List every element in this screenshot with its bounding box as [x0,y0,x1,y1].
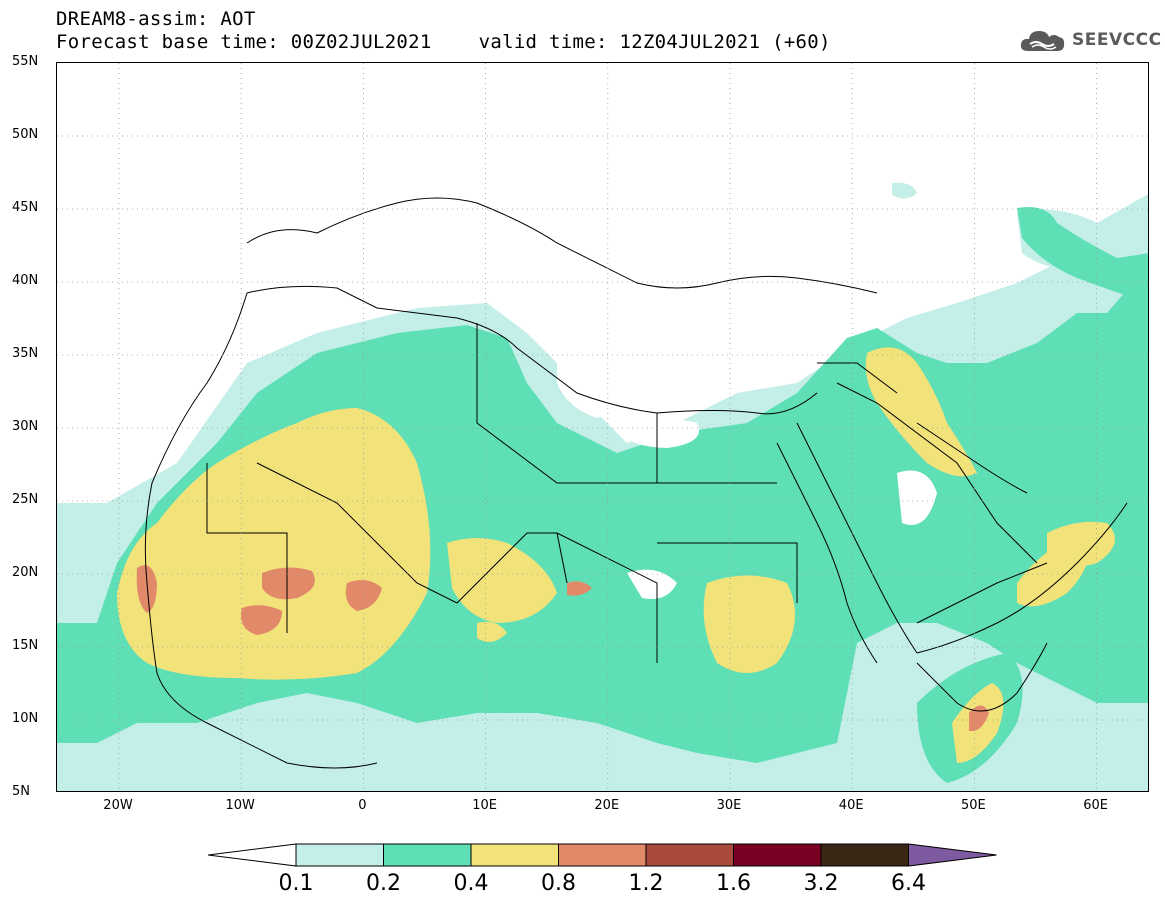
coastline-west-africa [144,292,378,769]
aot-band-0.4-sahara [117,408,431,680]
latitude-label: 20N [12,565,39,580]
colorbar-segment [820,843,909,867]
colorbar-segment [558,843,647,867]
map-canvas [57,63,1148,791]
colorbar-label: 3.2 [803,871,839,896]
longitude-label: 40E [838,798,864,813]
colorbar-segments [208,843,997,867]
clear-area-libya [557,359,624,418]
border-iraq [817,362,898,394]
country-borders [144,197,1128,769]
latitude-label: 25N [12,492,39,507]
latitude-label: 55N [12,54,39,69]
clear-area-egypt [617,418,699,448]
longitude-label: 0 [358,798,367,813]
border-chad [556,532,658,663]
colorbar-label: 0.4 [453,871,489,896]
longitude-label: 60E [1083,798,1108,813]
longitude-label: 10E [472,798,497,813]
aot-band-0.1-small [892,182,917,199]
aot-band-0.8-mali-east [345,579,382,611]
colorbar-label: 1.2 [628,871,664,896]
longitude-label: 20W [103,798,133,813]
aot-band-0.8-mauritania-east [262,567,315,600]
colorbar-segment [645,843,734,867]
coastline-europe [246,197,878,294]
latitude-label: 15N [12,638,39,653]
aot-band-0.4-arabian-sea [1017,533,1090,607]
colorbar-label: 0.8 [541,871,576,896]
longitude-label: 50E [961,798,986,813]
latitude-label: 45N [12,200,39,215]
colorbar-segment [470,843,559,867]
graticule [57,63,1148,791]
latitude-label: 35N [12,346,39,361]
latitude-label: 10N [12,711,39,726]
latitude-label: 30N [12,419,39,434]
aot-band-0.4-small [477,621,507,642]
border-egypt [656,413,777,484]
aot-band-0.8-mauritania-west [136,565,157,613]
coastline-red-sea-east [796,422,918,654]
colorbar-label: 0.2 [366,871,401,896]
longitude-label: 30E [716,798,742,813]
seevccc-logo: SEEVCCC [1018,25,1162,55]
aot-band-0.8-somalia [969,705,989,732]
colorbar [208,843,997,867]
colorbar-arrow-low [208,843,297,867]
colorbar-label: 0.1 [278,871,314,896]
colorbar-label: 6.4 [891,871,926,896]
coastline-gulf [916,422,1028,494]
longitude-label: 20E [594,798,620,813]
latitude-label: 40N [12,273,39,288]
coastline-horn [916,642,1048,712]
logo-text: SEEVCCC [1072,30,1162,50]
aot-contours [57,182,1148,791]
clear-area-sudan [627,569,677,599]
colorbar-segment [295,843,384,867]
border-niger [456,532,568,604]
border-mali [206,463,288,633]
map-title: DREAM8-assim: AOT [56,8,256,30]
border-algeria [256,462,458,604]
coastline-arabia [916,502,1128,654]
forecast-times: Forecast base time: 00Z02JUL2021 valid t… [56,31,831,53]
aot-map [56,62,1149,792]
aot-band-0.8-mali [241,605,282,635]
aot-band-0.4-niger [447,538,557,623]
coastline-iberia-nafrica [246,285,818,415]
coastline-red-sea-west [776,442,878,664]
aot-band-0.2-east [1017,207,1148,303]
border-yemen [916,562,1048,624]
colorbar-arrow-high [908,843,997,867]
border-saudi [836,382,1038,564]
aot-band-0.8-chad [567,581,592,596]
colorbar-segment [383,843,472,867]
cloud-icon [1020,31,1065,51]
clear-area-arabia [897,470,937,525]
latitude-label: 5N [12,784,30,799]
latitude-label: 50N [12,127,39,142]
colorbar-label: 1.6 [716,871,751,896]
aot-band-0.4-chad [703,575,795,673]
border-sudan [657,542,798,603]
longitude-label: 10W [225,798,255,813]
colorbar-segment [733,843,822,867]
